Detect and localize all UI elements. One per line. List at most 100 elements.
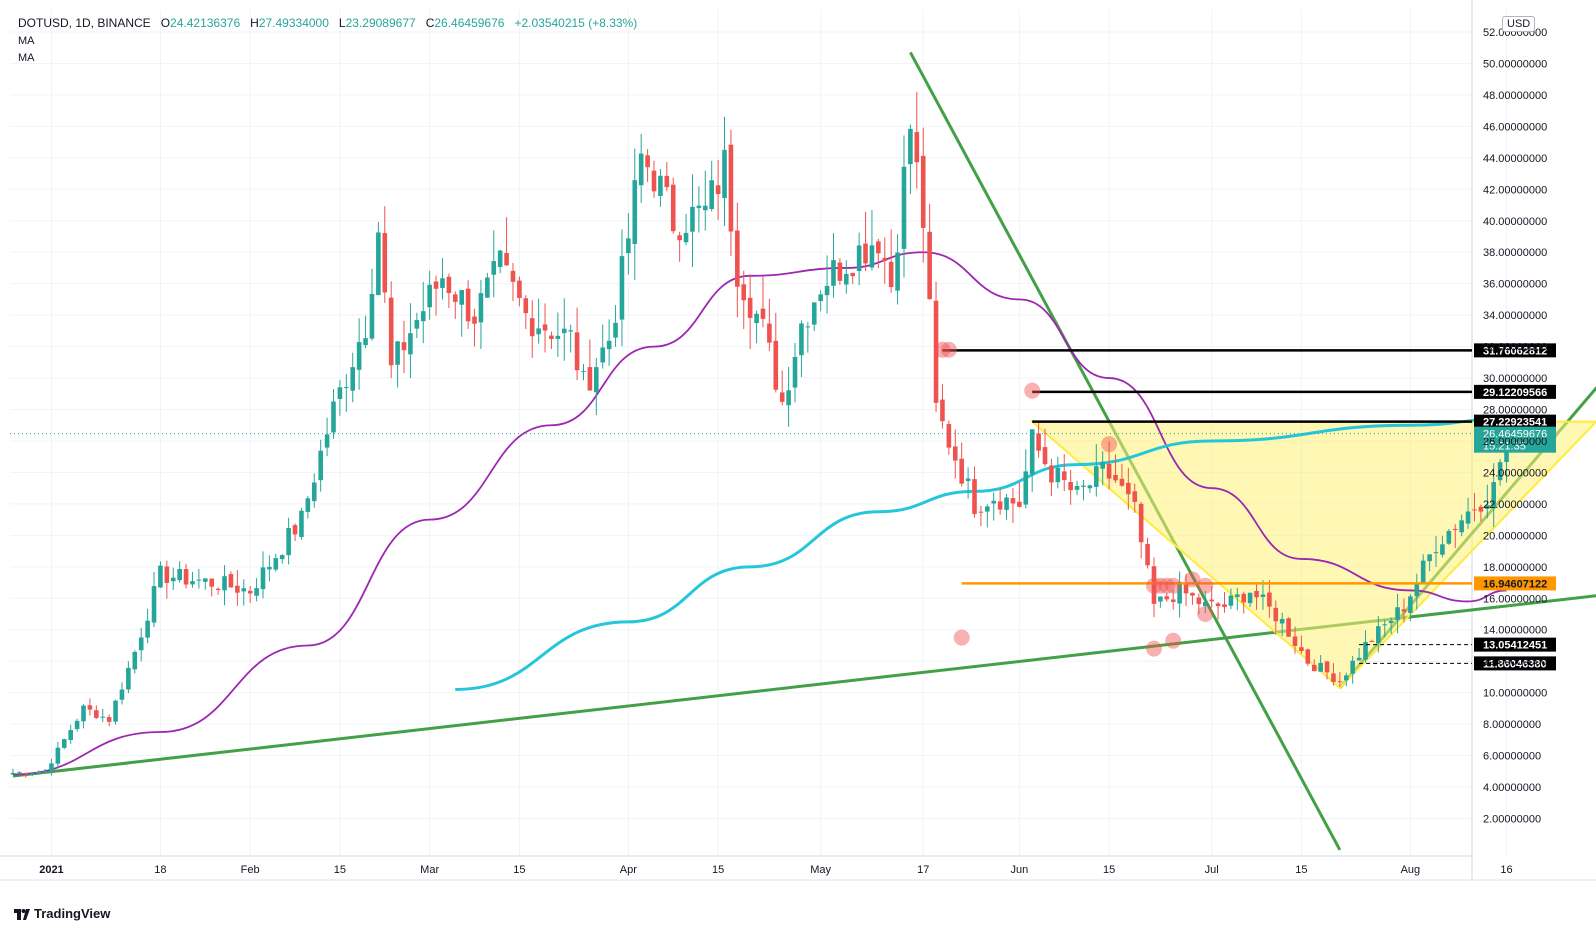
candle-body	[100, 716, 106, 718]
price-tick-label: 46.00000000	[1483, 121, 1547, 133]
price-tick-label: 30.00000000	[1483, 373, 1547, 385]
time-tick-label: 15	[1103, 864, 1115, 876]
candle-body	[856, 245, 862, 272]
candle-body	[363, 338, 368, 346]
candle-body	[1478, 506, 1484, 512]
level-label: 29.12209566	[1483, 387, 1547, 399]
candle-body	[972, 479, 977, 515]
candle-body	[382, 233, 388, 293]
candle-body	[177, 568, 182, 581]
moving-averages	[12, 251, 1507, 776]
candle-body	[613, 322, 618, 338]
candle-body	[1440, 544, 1445, 555]
candle-body	[1376, 626, 1381, 644]
candle-body	[420, 311, 426, 322]
indicator-ma-1[interactable]: MA	[18, 35, 35, 47]
candle-body	[311, 482, 317, 502]
candle-body	[1138, 503, 1144, 543]
candle-body	[1158, 596, 1163, 602]
candle-body	[1382, 624, 1388, 626]
symbol-title[interactable]: DOTUSD, 1D, BINANCE	[18, 16, 151, 30]
level-label: 16.94607122	[1483, 578, 1547, 590]
level-label: 13.05412451	[1483, 640, 1547, 652]
candle-body	[305, 498, 311, 512]
candle-body	[1055, 467, 1061, 483]
candle-body	[1491, 482, 1497, 509]
touch-marker	[1165, 577, 1182, 594]
price-tick-label: 4.00000000	[1483, 782, 1541, 794]
candle-body	[241, 588, 247, 592]
candle-body	[459, 290, 464, 305]
candle-body	[465, 288, 471, 322]
candle-body	[1061, 471, 1067, 481]
candle-body	[68, 730, 73, 740]
candle-body	[203, 578, 208, 582]
candle-body	[658, 175, 663, 196]
candle-body	[517, 280, 522, 298]
candle-body	[23, 772, 29, 775]
price-tick-label: 14.00000000	[1483, 625, 1547, 637]
candle-body	[491, 261, 497, 275]
time-tick-label: Apr	[620, 864, 637, 876]
candle-body	[1350, 660, 1355, 674]
candle-body	[1292, 636, 1298, 646]
touch-marker	[1197, 577, 1214, 594]
candle-body	[1081, 485, 1086, 487]
price-tick-label: 40.00000000	[1483, 216, 1547, 228]
candle-body	[1337, 681, 1343, 683]
candle-body	[1215, 603, 1221, 607]
candle-body	[1202, 601, 1208, 606]
candle-body	[138, 637, 144, 651]
candle-body	[1465, 511, 1471, 524]
candle-body	[1177, 581, 1182, 604]
candle-body	[260, 567, 266, 590]
price-axis[interactable]: 2.00000000 4.00000000 6.00000000 8.00000000…	[1483, 27, 1547, 826]
time-tick-label: Aug	[1401, 864, 1421, 876]
candle-body	[1286, 618, 1291, 637]
candle-body	[747, 297, 753, 318]
price-tick-label: 16.00000000	[1483, 593, 1547, 605]
candle-body	[1497, 462, 1503, 481]
candle-body	[767, 323, 772, 343]
touch-marker	[934, 341, 951, 358]
candle-body	[709, 180, 714, 209]
candle-body	[190, 581, 195, 585]
price-tick-label: 32.00000000	[1483, 342, 1547, 354]
tradingview-logo[interactable]: TradingView	[14, 906, 110, 921]
price-tick-label: 12.00000000	[1483, 656, 1547, 668]
touch-marker	[1024, 382, 1041, 399]
candle-body	[664, 175, 670, 188]
candle-body	[1132, 491, 1138, 502]
candle-body	[331, 401, 336, 433]
candle-body	[1036, 433, 1041, 451]
time-tick-label: Mar	[420, 864, 439, 876]
open-value: 24.42136376	[170, 16, 241, 30]
candle-body	[1299, 647, 1304, 651]
candle-body	[1485, 505, 1490, 509]
candle-body	[286, 527, 291, 556]
candle-body	[228, 574, 234, 588]
candle-body	[318, 450, 323, 481]
candle-body	[1100, 462, 1105, 469]
candle-body	[645, 155, 650, 168]
candle-body	[356, 342, 362, 370]
candle-body	[254, 588, 259, 596]
candle-body	[1228, 595, 1234, 606]
candle-body	[1414, 582, 1420, 597]
candle-body	[1145, 543, 1150, 566]
currency-button[interactable]: USD	[1502, 16, 1536, 32]
time-axis[interactable]: 2021 18 Feb 15 Mar 15 Apr 15 May 17 Jun 15 Jul 15 Aug 1…	[39, 864, 1596, 876]
candle-body	[1388, 620, 1394, 624]
candle-body	[1106, 463, 1112, 479]
ma-purple-line	[12, 251, 1507, 776]
indicator-ma-2[interactable]: MA	[18, 52, 35, 64]
candle-body	[850, 272, 856, 277]
candle-body	[536, 328, 541, 335]
touch-marker	[1165, 632, 1182, 649]
price-tick-label: 28.00000000	[1483, 405, 1547, 417]
candle-body	[638, 153, 644, 186]
candle-body	[549, 335, 554, 340]
price-tick-label: 2.00000000	[1483, 814, 1541, 826]
candle-body	[42, 771, 48, 773]
